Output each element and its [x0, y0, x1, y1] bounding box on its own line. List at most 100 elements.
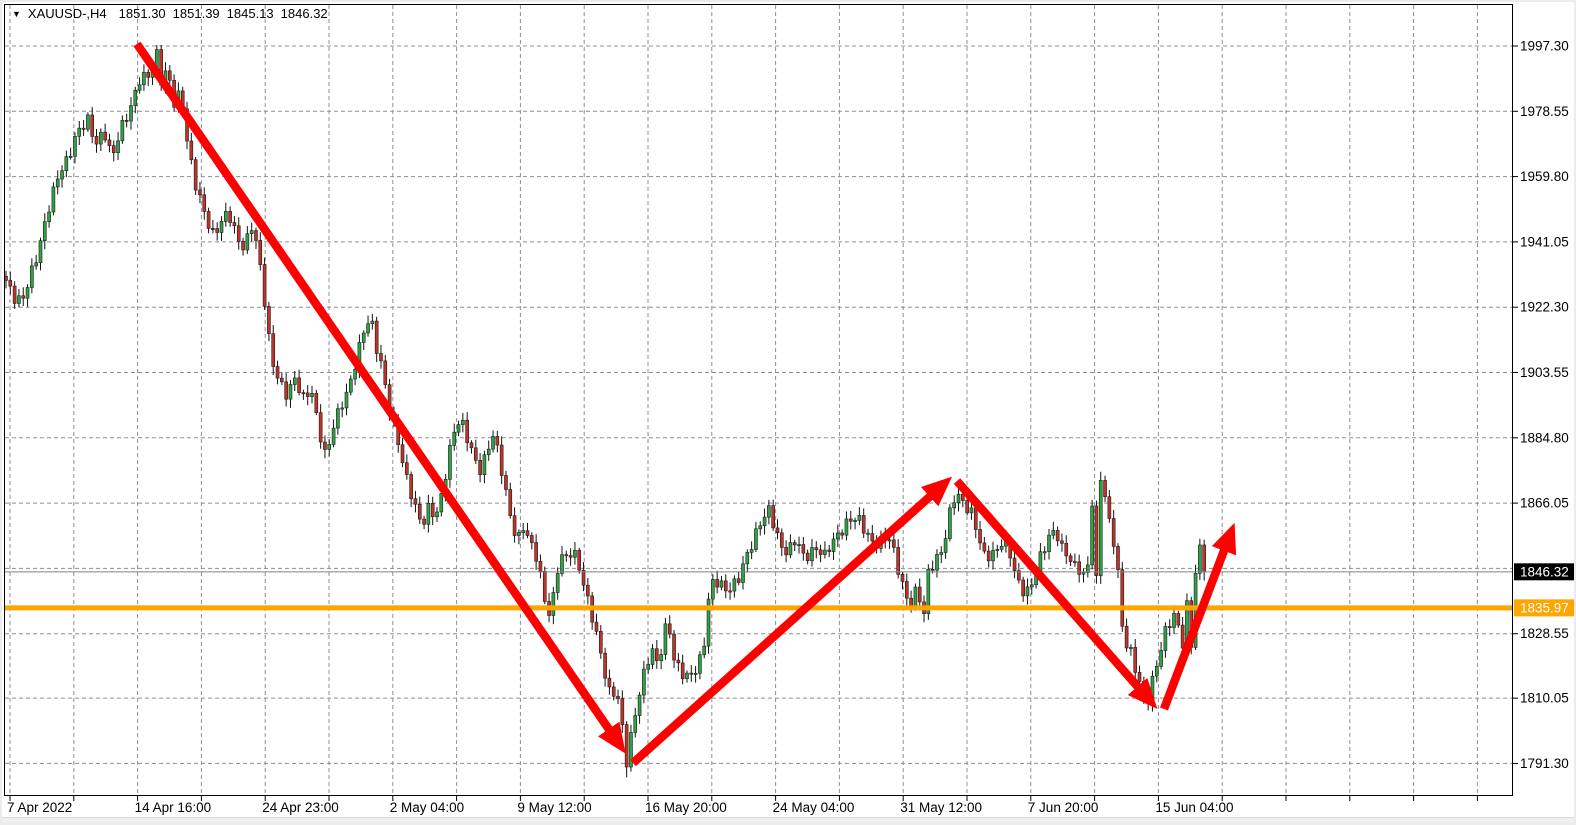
candle-body: [146, 71, 151, 78]
candle-body: [1137, 671, 1142, 682]
chart-plot-area[interactable]: [4, 4, 1513, 796]
candle-body: [1116, 546, 1120, 570]
candle-body: [926, 568, 931, 615]
y-axis-label: 1922.30: [1520, 300, 1569, 315]
candle-body: [788, 542, 793, 556]
candle-body: [137, 84, 142, 91]
candle-body: [978, 529, 982, 544]
candle-body: [693, 673, 698, 675]
candle-body: [25, 287, 30, 299]
candle-body: [1060, 540, 1064, 544]
candle-body: [305, 392, 310, 397]
candle-body: [603, 652, 607, 679]
candle-body: [965, 500, 969, 514]
candle-body: [448, 445, 452, 480]
candle-body: [426, 502, 431, 525]
candle-body: [689, 672, 694, 675]
candle-body: [245, 233, 250, 251]
candle-body: [167, 70, 172, 81]
candle-body: [560, 554, 564, 574]
candle-body: [86, 114, 90, 130]
x-axis-label: 14 Apr 16:00: [135, 800, 212, 815]
candle-body: [904, 581, 909, 599]
candle-body: [706, 598, 711, 647]
candle-body: [624, 724, 629, 768]
candle-body: [870, 533, 875, 542]
candle-body: [370, 320, 375, 325]
candle-body: [973, 507, 978, 530]
candle-body: [236, 225, 241, 242]
candle-body: [1154, 666, 1159, 677]
candle-body: [1047, 534, 1051, 552]
candle-body: [749, 549, 754, 553]
candle-body: [823, 549, 827, 555]
candle-body: [719, 580, 724, 588]
candle-body: [1107, 496, 1112, 519]
candle-body: [133, 89, 138, 106]
candle-body: [292, 377, 297, 385]
candle-body: [534, 542, 538, 562]
candle-body: [1167, 626, 1172, 628]
trend-arrows[interactable]: [133, 41, 1237, 767]
trend-arrow-up[interactable]: [630, 476, 953, 767]
candle-body: [646, 664, 650, 670]
y-axis-label: 1978.55: [1520, 104, 1569, 119]
candle-body: [650, 648, 655, 665]
candle-body: [848, 518, 853, 522]
candle-body: [961, 493, 965, 501]
candle-body: [129, 105, 133, 122]
trend-arrow-down[interactable]: [133, 41, 626, 754]
candle-body: [422, 518, 426, 525]
x-axis-label: 24 May 04:00: [773, 800, 855, 815]
candle-body: [473, 447, 478, 461]
y-axis-label: 1997.30: [1520, 39, 1569, 54]
candle-body: [659, 654, 663, 662]
price-axis-area[interactable]: 1997.30 1978.55 1959.80 1941.05 1922.30 1903.…: [1513, 0, 1576, 796]
candle-body: [814, 547, 819, 551]
candle-body: [1163, 626, 1168, 651]
candle-body: [107, 139, 112, 146]
ohlc-open: 1851.30: [118, 6, 166, 21]
candle-body: [892, 539, 896, 548]
candle-body: [461, 419, 465, 425]
candle-body: [900, 574, 905, 582]
candle-body: [336, 408, 340, 429]
candle-body: [969, 507, 974, 514]
candle-body: [1090, 505, 1094, 566]
time-axis-area[interactable]: 7 Apr 2022 14 Apr 16:00 24 Apr 23:00 2 May …: [7, 796, 1478, 815]
candle-body: [676, 659, 681, 664]
candle-body: [611, 686, 616, 697]
candle-body: [564, 554, 569, 557]
candle-body: [90, 114, 94, 137]
y-axis-label: 1866.05: [1520, 496, 1569, 511]
support-price-label: 1835.97: [1520, 600, 1569, 615]
trend-arrow-up[interactable]: [1160, 522, 1237, 711]
trend-arrow-down[interactable]: [953, 478, 1158, 709]
candle-body: [284, 381, 288, 400]
candle-body: [405, 462, 409, 475]
candle-body: [189, 140, 194, 161]
candle-body: [280, 377, 284, 383]
candle-body: [672, 633, 676, 661]
candle-body: [486, 448, 491, 456]
candle-body: [224, 211, 228, 222]
candle-body: [754, 528, 758, 550]
candle-body: [797, 544, 801, 547]
support-price-label-box: [1514, 599, 1576, 617]
candle-body: [913, 586, 918, 608]
candle-body: [206, 211, 211, 229]
candle-body: [801, 544, 806, 554]
y-axis-label: 1810.05: [1520, 691, 1569, 706]
candle-body: [991, 550, 995, 562]
chart-header: ▼ XAUUSD-,H4 1851.30 1851.39 1845.13 184…: [12, 6, 335, 21]
candle-body: [1073, 561, 1077, 564]
candle-body: [73, 136, 77, 157]
candle-body: [12, 285, 17, 304]
candle-body: [948, 507, 952, 539]
candle-body: [581, 569, 586, 586]
candle-body: [685, 672, 689, 680]
candle-body: [607, 677, 612, 688]
candle-body: [586, 584, 590, 597]
candle-body: [667, 623, 672, 635]
candle-body: [538, 560, 543, 572]
